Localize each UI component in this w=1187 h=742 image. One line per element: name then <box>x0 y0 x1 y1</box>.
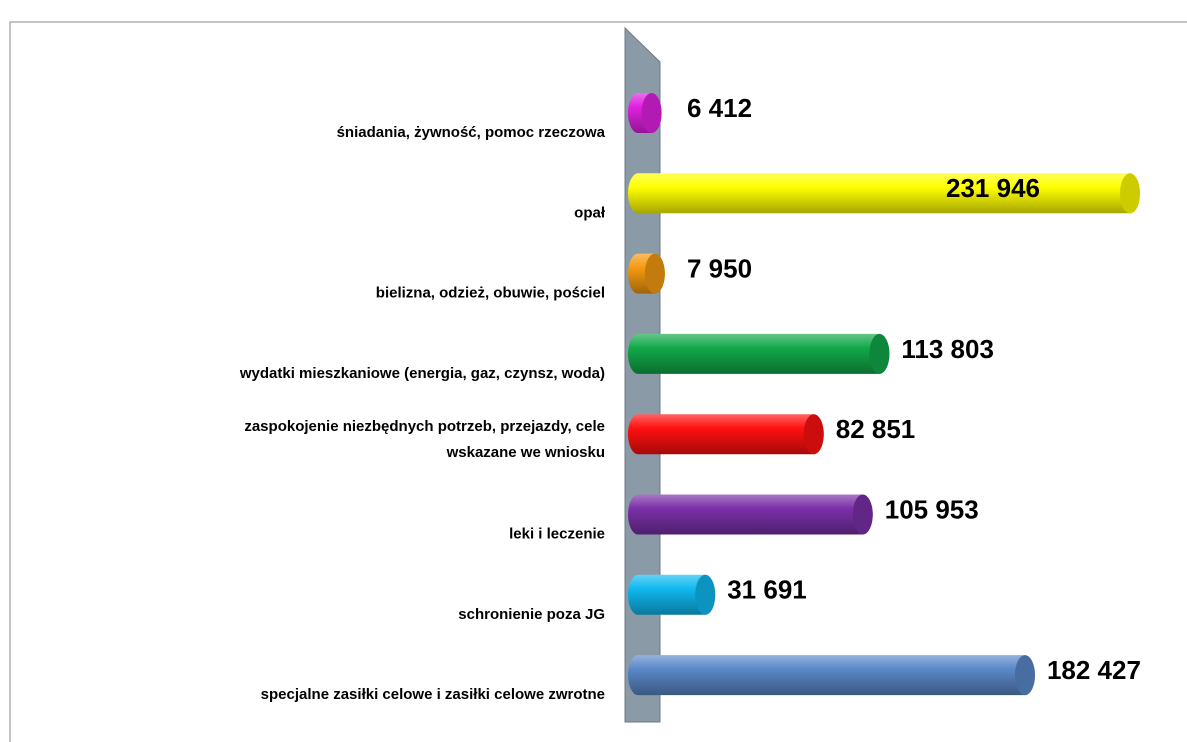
value-label: 82 851 <box>836 414 916 444</box>
value-label: 182 427 <box>1047 655 1141 685</box>
value-label: 6 412 <box>687 93 752 123</box>
bar-cap <box>641 93 662 133</box>
bar-cap <box>852 494 873 535</box>
bar-cap <box>803 414 824 455</box>
bar <box>628 574 716 615</box>
category-label: leki i leczenie <box>509 525 605 542</box>
bar-cap <box>644 253 665 294</box>
bar <box>628 494 873 535</box>
category-label: śniadania, żywność, pomoc rzeczowa <box>337 124 606 141</box>
bar <box>628 333 890 374</box>
bar-cap <box>695 574 716 615</box>
bar-cap <box>1014 655 1035 696</box>
value-label: 231 946 <box>946 173 1040 203</box>
category-label: wydatki mieszkaniowe (energia, gaz, czyn… <box>239 365 605 382</box>
bar <box>628 655 1035 696</box>
category-label: schronienie poza JG <box>458 606 605 623</box>
value-label: 105 953 <box>885 494 979 524</box>
bar-cap <box>1120 173 1140 214</box>
value-label: 113 803 <box>901 334 994 364</box>
category-label: opał <box>574 204 606 221</box>
value-label: 31 691 <box>727 575 807 605</box>
category-label: bielizna, odzież, obuwie, pościel <box>376 285 605 302</box>
bar <box>628 173 1140 214</box>
bar <box>628 414 824 455</box>
value-label: 7 950 <box>687 253 752 283</box>
chart-frame <box>9 21 1187 742</box>
category-label: specjalne zasiłki celowe i zasiłki celow… <box>261 686 605 703</box>
bar-cap <box>869 333 890 374</box>
category-label: zaspokojenie niezbędnych potrzeb, przeja… <box>244 418 605 461</box>
